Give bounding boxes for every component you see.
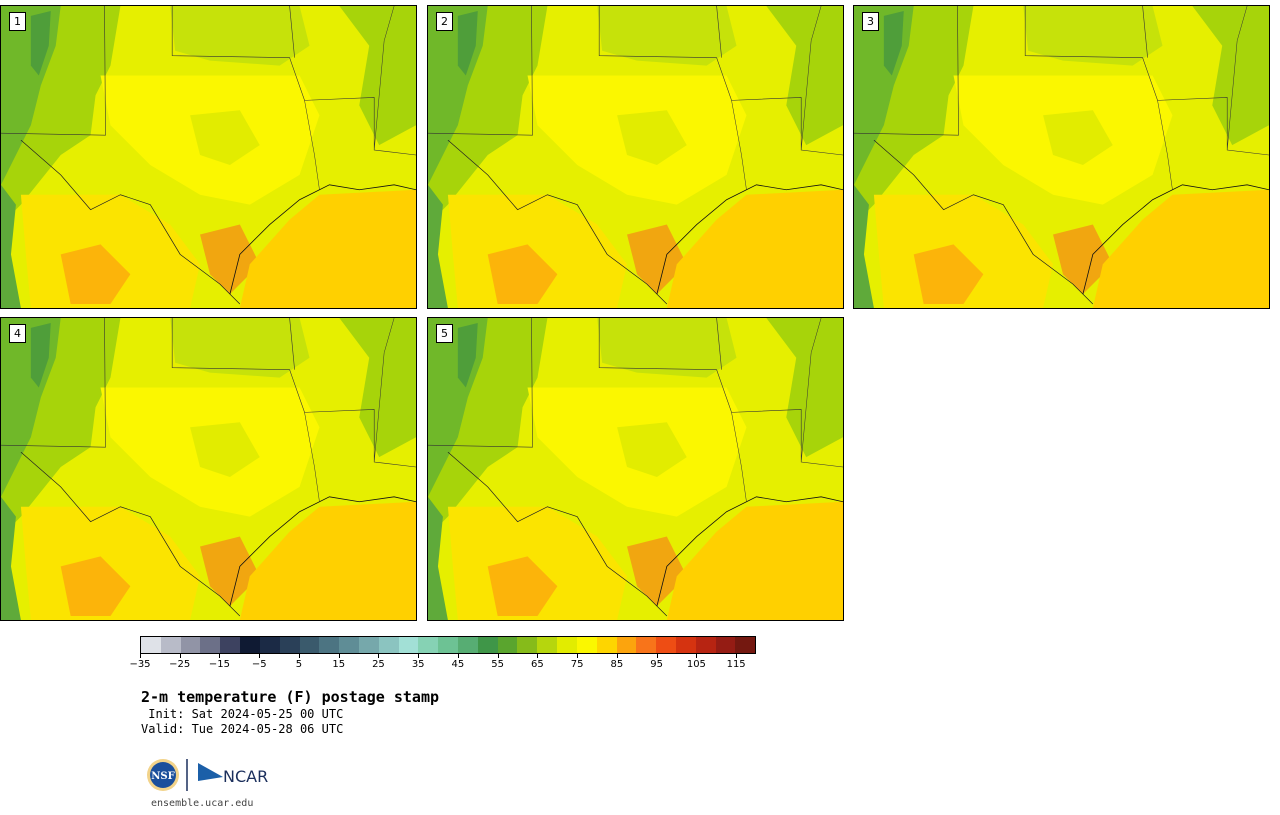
colorbar-swatch (497, 637, 518, 653)
title-block: 2-m temperature (F) postage stamp Init: … (141, 688, 439, 737)
colorbar-swatch (319, 637, 340, 653)
colorbar-tick-label: 5 (295, 659, 303, 670)
colorbar-swatch (636, 637, 657, 653)
colorbar-tick-label: 95 (650, 659, 664, 670)
colorbar-tick-label: 65 (531, 659, 544, 670)
colorbar-swatch (220, 637, 241, 653)
colorbar-tick-label: 105 (686, 659, 706, 670)
colorbar-tick-label: 45 (451, 659, 465, 670)
colorbar-swatch (735, 637, 756, 653)
colorbar-tick-label: −5 (251, 659, 267, 670)
colorbar-swatch (656, 637, 676, 653)
ensemble-url: ensemble.ucar.edu (151, 798, 254, 809)
product-title: 2-m temperature (F) postage stamp (141, 688, 440, 706)
colorbar-swatch (537, 637, 558, 653)
temperature-map-5 (428, 318, 843, 620)
colorbar-swatch (259, 637, 280, 653)
temperature-map-2 (428, 6, 843, 308)
colorbar-swatch (160, 637, 181, 653)
init-time: Init: Sat 2024-05-25 00 UTC (141, 707, 344, 721)
colorbar-tick-label: 55 (491, 659, 505, 670)
colorbar-swatch (299, 637, 320, 653)
member-label-4: 4 (9, 324, 26, 343)
valid-time: Valid: Tue 2024-05-28 06 UTC (141, 722, 344, 736)
colorbar-swatch (715, 637, 736, 653)
colorbar-swatch (200, 637, 221, 653)
colorbar-tick-label: 15 (332, 659, 346, 670)
colorbar-swatch (557, 637, 577, 653)
colorbar-swatch (398, 637, 419, 653)
colorbar-swatch (358, 637, 379, 653)
temperature-colorbar (140, 636, 756, 654)
member-label-3: 3 (862, 12, 879, 31)
colorbar-swatch (596, 637, 617, 653)
colorbar-swatch (517, 637, 538, 653)
colorbar-swatch (477, 637, 498, 653)
member-label-2: 2 (436, 12, 453, 31)
colorbar-tick-label: 85 (610, 659, 624, 670)
colorbar-swatch (675, 637, 696, 653)
colorbar-swatch (378, 637, 399, 653)
colorbar-swatch (458, 637, 478, 653)
member-label-5: 5 (436, 324, 453, 343)
colorbar-swatch (180, 637, 201, 653)
colorbar-swatch (695, 637, 716, 653)
member-panel-5: 5 (427, 317, 844, 621)
temperature-map-4 (1, 318, 416, 620)
colorbar-ticks: −35 −25 −15 −5 5 15 25 35 45 55 65 75 85 95 105 115 (129, 654, 756, 674)
colorbar-swatch (141, 637, 161, 653)
colorbar-tick-label: 25 (372, 659, 385, 670)
nsf-ncar-logo: NSF NCAR (145, 757, 275, 795)
temperature-map-1 (1, 6, 416, 308)
ncar-logo-text: NCAR (223, 767, 268, 786)
member-panel-1: 1 (0, 5, 417, 309)
temperature-map-3 (854, 6, 1269, 308)
colorbar-tick-label: −25 (169, 659, 191, 670)
colorbar-swatch (240, 637, 260, 653)
member-label-1: 1 (9, 12, 26, 31)
colorbar-tick-label: −15 (208, 659, 231, 670)
nsf-logo-text: NSF (151, 771, 174, 782)
colorbar-swatch (339, 637, 359, 653)
colorbar-swatch (616, 637, 637, 653)
colorbar-swatch (576, 637, 597, 653)
colorbar-tick-label: −35 (129, 659, 151, 670)
member-panel-4: 4 (0, 317, 417, 621)
colorbar-tick-label: 35 (411, 659, 425, 670)
colorbar-tick-label: 75 (570, 659, 584, 670)
colorbar-tick-label: 115 (726, 659, 746, 670)
member-panel-3: 3 (853, 5, 1270, 309)
colorbar-swatch (279, 637, 300, 653)
colorbar-swatch (418, 637, 439, 653)
colorbar-swatch (438, 637, 458, 653)
member-panel-2: 2 (427, 5, 844, 309)
